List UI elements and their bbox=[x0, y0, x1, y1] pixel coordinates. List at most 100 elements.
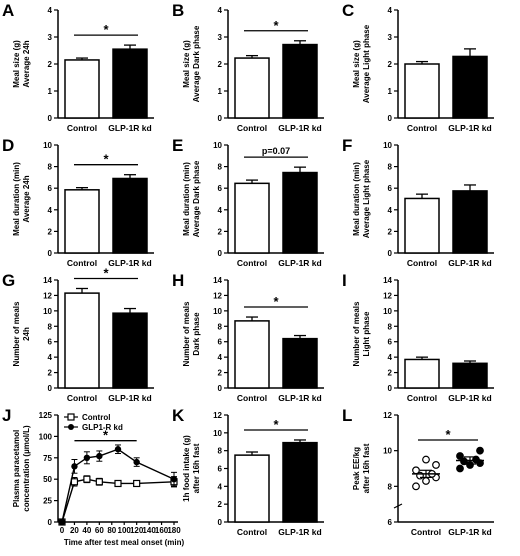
y-tick-label: 0 bbox=[48, 114, 53, 123]
panel-label: J bbox=[2, 406, 11, 425]
y-tick-label: 4 bbox=[48, 206, 53, 215]
y-tick-label: 2 bbox=[48, 227, 53, 236]
y-tick-label: 4 bbox=[388, 206, 393, 215]
y-axis-label: Meal size (g) bbox=[182, 40, 191, 88]
y-tick-label: 10 bbox=[383, 447, 392, 456]
x-tick-label: 100 bbox=[118, 526, 132, 535]
y-tick-label: 2 bbox=[388, 369, 393, 378]
bar-glp1r-kd bbox=[452, 362, 488, 389]
y-tick-label: 8 bbox=[388, 482, 393, 491]
panel-label: F bbox=[342, 136, 352, 155]
y-axis-label: Average Dark phase bbox=[192, 160, 201, 237]
y-tick-label: 25 bbox=[43, 497, 52, 506]
data-point bbox=[70, 478, 79, 486]
y-tick-label: 8 bbox=[388, 163, 393, 172]
y-tick-label: 3 bbox=[218, 33, 223, 42]
y-axis-label: Meal duration (min) bbox=[12, 162, 21, 236]
y-tick-label: 4 bbox=[388, 353, 393, 362]
y-tick-label: 8 bbox=[218, 322, 223, 331]
y-tick-label: 4 bbox=[48, 6, 53, 15]
y-tick-label: 2 bbox=[218, 227, 223, 236]
data-point bbox=[456, 464, 464, 473]
bar-control bbox=[234, 320, 270, 389]
y-axis-label: Number of meals bbox=[182, 301, 191, 366]
y-axis-label: Average Light phase bbox=[362, 24, 371, 103]
y-tick-label: 0 bbox=[388, 384, 393, 393]
y-axis-label: Light phase bbox=[362, 311, 371, 356]
panel-e: E 0 2 4 6 8 10 Meal duration (min) Average Dark … bbox=[172, 136, 324, 268]
bar-control bbox=[64, 189, 100, 254]
y-tick-label: 6 bbox=[48, 338, 53, 347]
significance-label: * bbox=[273, 417, 279, 432]
y-tick-label: 12 bbox=[383, 291, 392, 300]
y-tick-label: 2 bbox=[218, 60, 223, 69]
x-tick-label: GLP-1R kd bbox=[448, 258, 491, 268]
panel-c: C 0 1 2 3 4 Meal size (g) Average Light phase Co… bbox=[342, 1, 494, 133]
y-tick-label: 10 bbox=[383, 141, 392, 150]
x-tick-label: Control bbox=[67, 258, 97, 268]
data-point bbox=[472, 455, 480, 464]
x-tick-label: 140 bbox=[142, 526, 156, 535]
data-point bbox=[460, 457, 468, 466]
data-point bbox=[95, 478, 103, 486]
data-point bbox=[83, 454, 91, 461]
significance-label: * bbox=[273, 294, 279, 309]
y-axis-label: Peak EE/kg bbox=[352, 447, 361, 490]
panel-l: L 6 8 10 12 Peak EE/kg after 16h fast Control GL… bbox=[342, 406, 494, 537]
legend-label: Control bbox=[82, 413, 110, 422]
data-point bbox=[412, 466, 420, 475]
y-tick-label: 0 bbox=[48, 249, 53, 258]
y-tick-label: 4 bbox=[48, 353, 53, 362]
x-tick-label: 80 bbox=[107, 526, 116, 535]
bar-control bbox=[64, 59, 100, 119]
x-tick-label: 20 bbox=[70, 526, 79, 535]
y-axis-label: Average Light phase bbox=[362, 159, 371, 238]
bar-control bbox=[234, 454, 270, 523]
y-tick-label: 8 bbox=[218, 163, 223, 172]
bar-control bbox=[64, 292, 100, 389]
bar-glp1r-kd bbox=[112, 177, 148, 254]
y-tick-label: 1 bbox=[388, 87, 393, 96]
panel-label: C bbox=[342, 1, 354, 20]
y-tick-label: 6 bbox=[388, 184, 393, 193]
y-tick-label: 50 bbox=[43, 475, 52, 484]
x-tick-label: Control bbox=[67, 393, 97, 403]
y-axis-label: after 16h fast bbox=[192, 443, 201, 493]
y-tick-label: 12 bbox=[213, 291, 222, 300]
panel-label: L bbox=[342, 406, 352, 425]
x-tick-label: 0 bbox=[60, 526, 65, 535]
y-tick-label: 6 bbox=[218, 465, 223, 474]
y-tick-label: 0 bbox=[48, 384, 53, 393]
y-tick-label: 10 bbox=[213, 141, 222, 150]
significance-label: * bbox=[103, 265, 109, 280]
panel-f: F 0 2 4 6 8 10 Meal duration (min) Average Light… bbox=[342, 136, 494, 268]
y-tick-label: 10 bbox=[213, 307, 222, 316]
y-tick-label: 10 bbox=[43, 141, 52, 150]
significance-label: * bbox=[103, 22, 109, 37]
x-tick-label: GLP-1R kd bbox=[448, 527, 491, 537]
x-tick-label: Control bbox=[407, 258, 437, 268]
x-tick-label: GLP-1R kd bbox=[108, 123, 151, 133]
y-tick-label: 2 bbox=[388, 60, 393, 69]
y-tick-label: 6 bbox=[218, 338, 223, 347]
bar-glp1r-kd bbox=[282, 171, 318, 254]
bar-control bbox=[404, 197, 440, 254]
y-axis-label: Average Dark phase bbox=[192, 25, 201, 102]
panel-i: I 0 2 4 6 8 10 12 14 Number of meals Light phase Co… bbox=[342, 271, 494, 403]
y-tick-label: 2 bbox=[218, 369, 223, 378]
y-axis-label: Number of meals bbox=[352, 301, 361, 366]
y-axis-label: Average 24h bbox=[22, 40, 31, 87]
y-axis-label: 24h bbox=[22, 327, 31, 341]
y-tick-label: 4 bbox=[218, 6, 223, 15]
y-tick-label: 0 bbox=[388, 114, 393, 123]
x-tick-label: Control bbox=[411, 527, 441, 537]
bar-glp1r-kd bbox=[112, 312, 148, 389]
y-tick-label: 3 bbox=[48, 33, 53, 42]
y-axis-label: Meal size (g) bbox=[352, 40, 361, 88]
x-tick-label: GLP-1R kd bbox=[108, 393, 151, 403]
y-tick-label: 14 bbox=[43, 276, 52, 285]
y-axis-label: Meal duration (min) bbox=[182, 162, 191, 236]
y-tick-label: 6 bbox=[48, 184, 53, 193]
y-tick-label: 0 bbox=[388, 249, 393, 258]
data-point bbox=[83, 475, 91, 483]
